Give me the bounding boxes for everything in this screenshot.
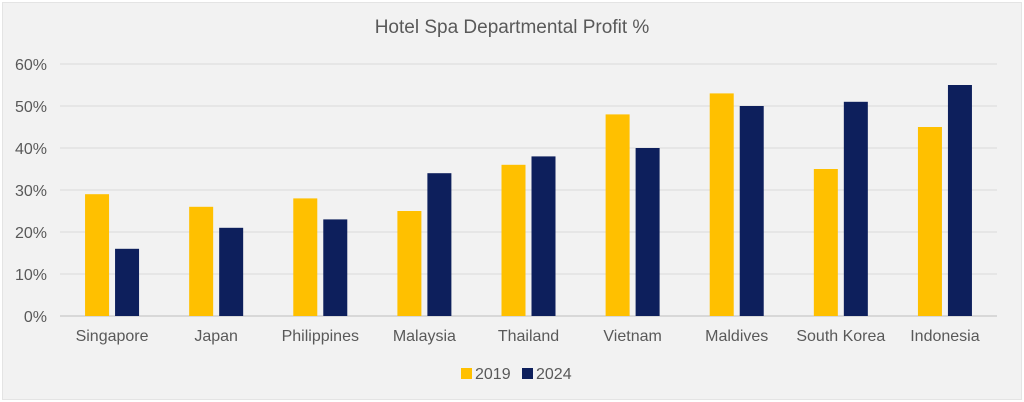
legend-label-2024: 2024 xyxy=(536,366,572,383)
x-tick-label: Philippines xyxy=(282,328,359,345)
bar-2019-vietnam xyxy=(605,114,630,317)
bar-2019-philippines xyxy=(293,198,318,316)
bar-2024-vietnam xyxy=(635,148,660,316)
x-tick-label: Maldives xyxy=(705,328,768,345)
bar-2024-malaysia xyxy=(427,173,452,316)
bar-2024-south-korea xyxy=(843,101,868,316)
legend: 2019 2024 xyxy=(461,366,572,383)
bar-2019-south-korea xyxy=(813,169,838,316)
y-tick-label: 10% xyxy=(15,267,47,284)
x-tick-label: South Korea xyxy=(796,328,885,345)
y-tick-label: 60% xyxy=(15,57,47,74)
y-tick-label: 40% xyxy=(15,141,47,158)
y-tick-label: 20% xyxy=(15,225,47,242)
x-tick-label: Thailand xyxy=(498,328,559,345)
chart-title: Hotel Spa Departmental Profit % xyxy=(375,17,650,38)
y-tick-label: 30% xyxy=(15,183,47,200)
x-tick-label: Vietnam xyxy=(603,328,661,345)
bar-2019-japan xyxy=(189,206,214,316)
x-tick-label: Indonesia xyxy=(910,328,979,345)
bar-2024-indonesia xyxy=(947,85,972,316)
legend-swatch-2024 xyxy=(522,368,533,379)
bar-2019-singapore xyxy=(85,194,110,316)
legend-swatch-2019 xyxy=(461,368,472,379)
gridlines xyxy=(60,63,997,317)
x-tick-label: Singapore xyxy=(76,328,149,345)
x-tick-label: Japan xyxy=(194,328,238,345)
y-tick-label: 50% xyxy=(15,99,47,116)
bar-2024-japan xyxy=(219,227,244,316)
bar-2019-malaysia xyxy=(397,211,422,316)
bar-2024-philippines xyxy=(323,219,348,316)
x-tick-label: Malaysia xyxy=(393,328,456,345)
bar-2024-maldives xyxy=(739,106,764,316)
bar-2019-indonesia xyxy=(917,127,942,316)
x-axis-ticks: Singapore Japan Philippines Malaysia Thailan… xyxy=(76,328,980,345)
y-tick-label: 0% xyxy=(24,309,47,326)
bars xyxy=(85,85,972,317)
bar-2024-thailand xyxy=(531,156,556,316)
bar-2019-thailand xyxy=(501,164,526,316)
y-axis-ticks: 0% 10% 20% 30% 40% 50% 60% xyxy=(15,57,47,326)
bar-2024-singapore xyxy=(115,248,140,316)
bar-2019-maldives xyxy=(709,93,734,317)
legend-label-2019: 2019 xyxy=(475,366,511,383)
